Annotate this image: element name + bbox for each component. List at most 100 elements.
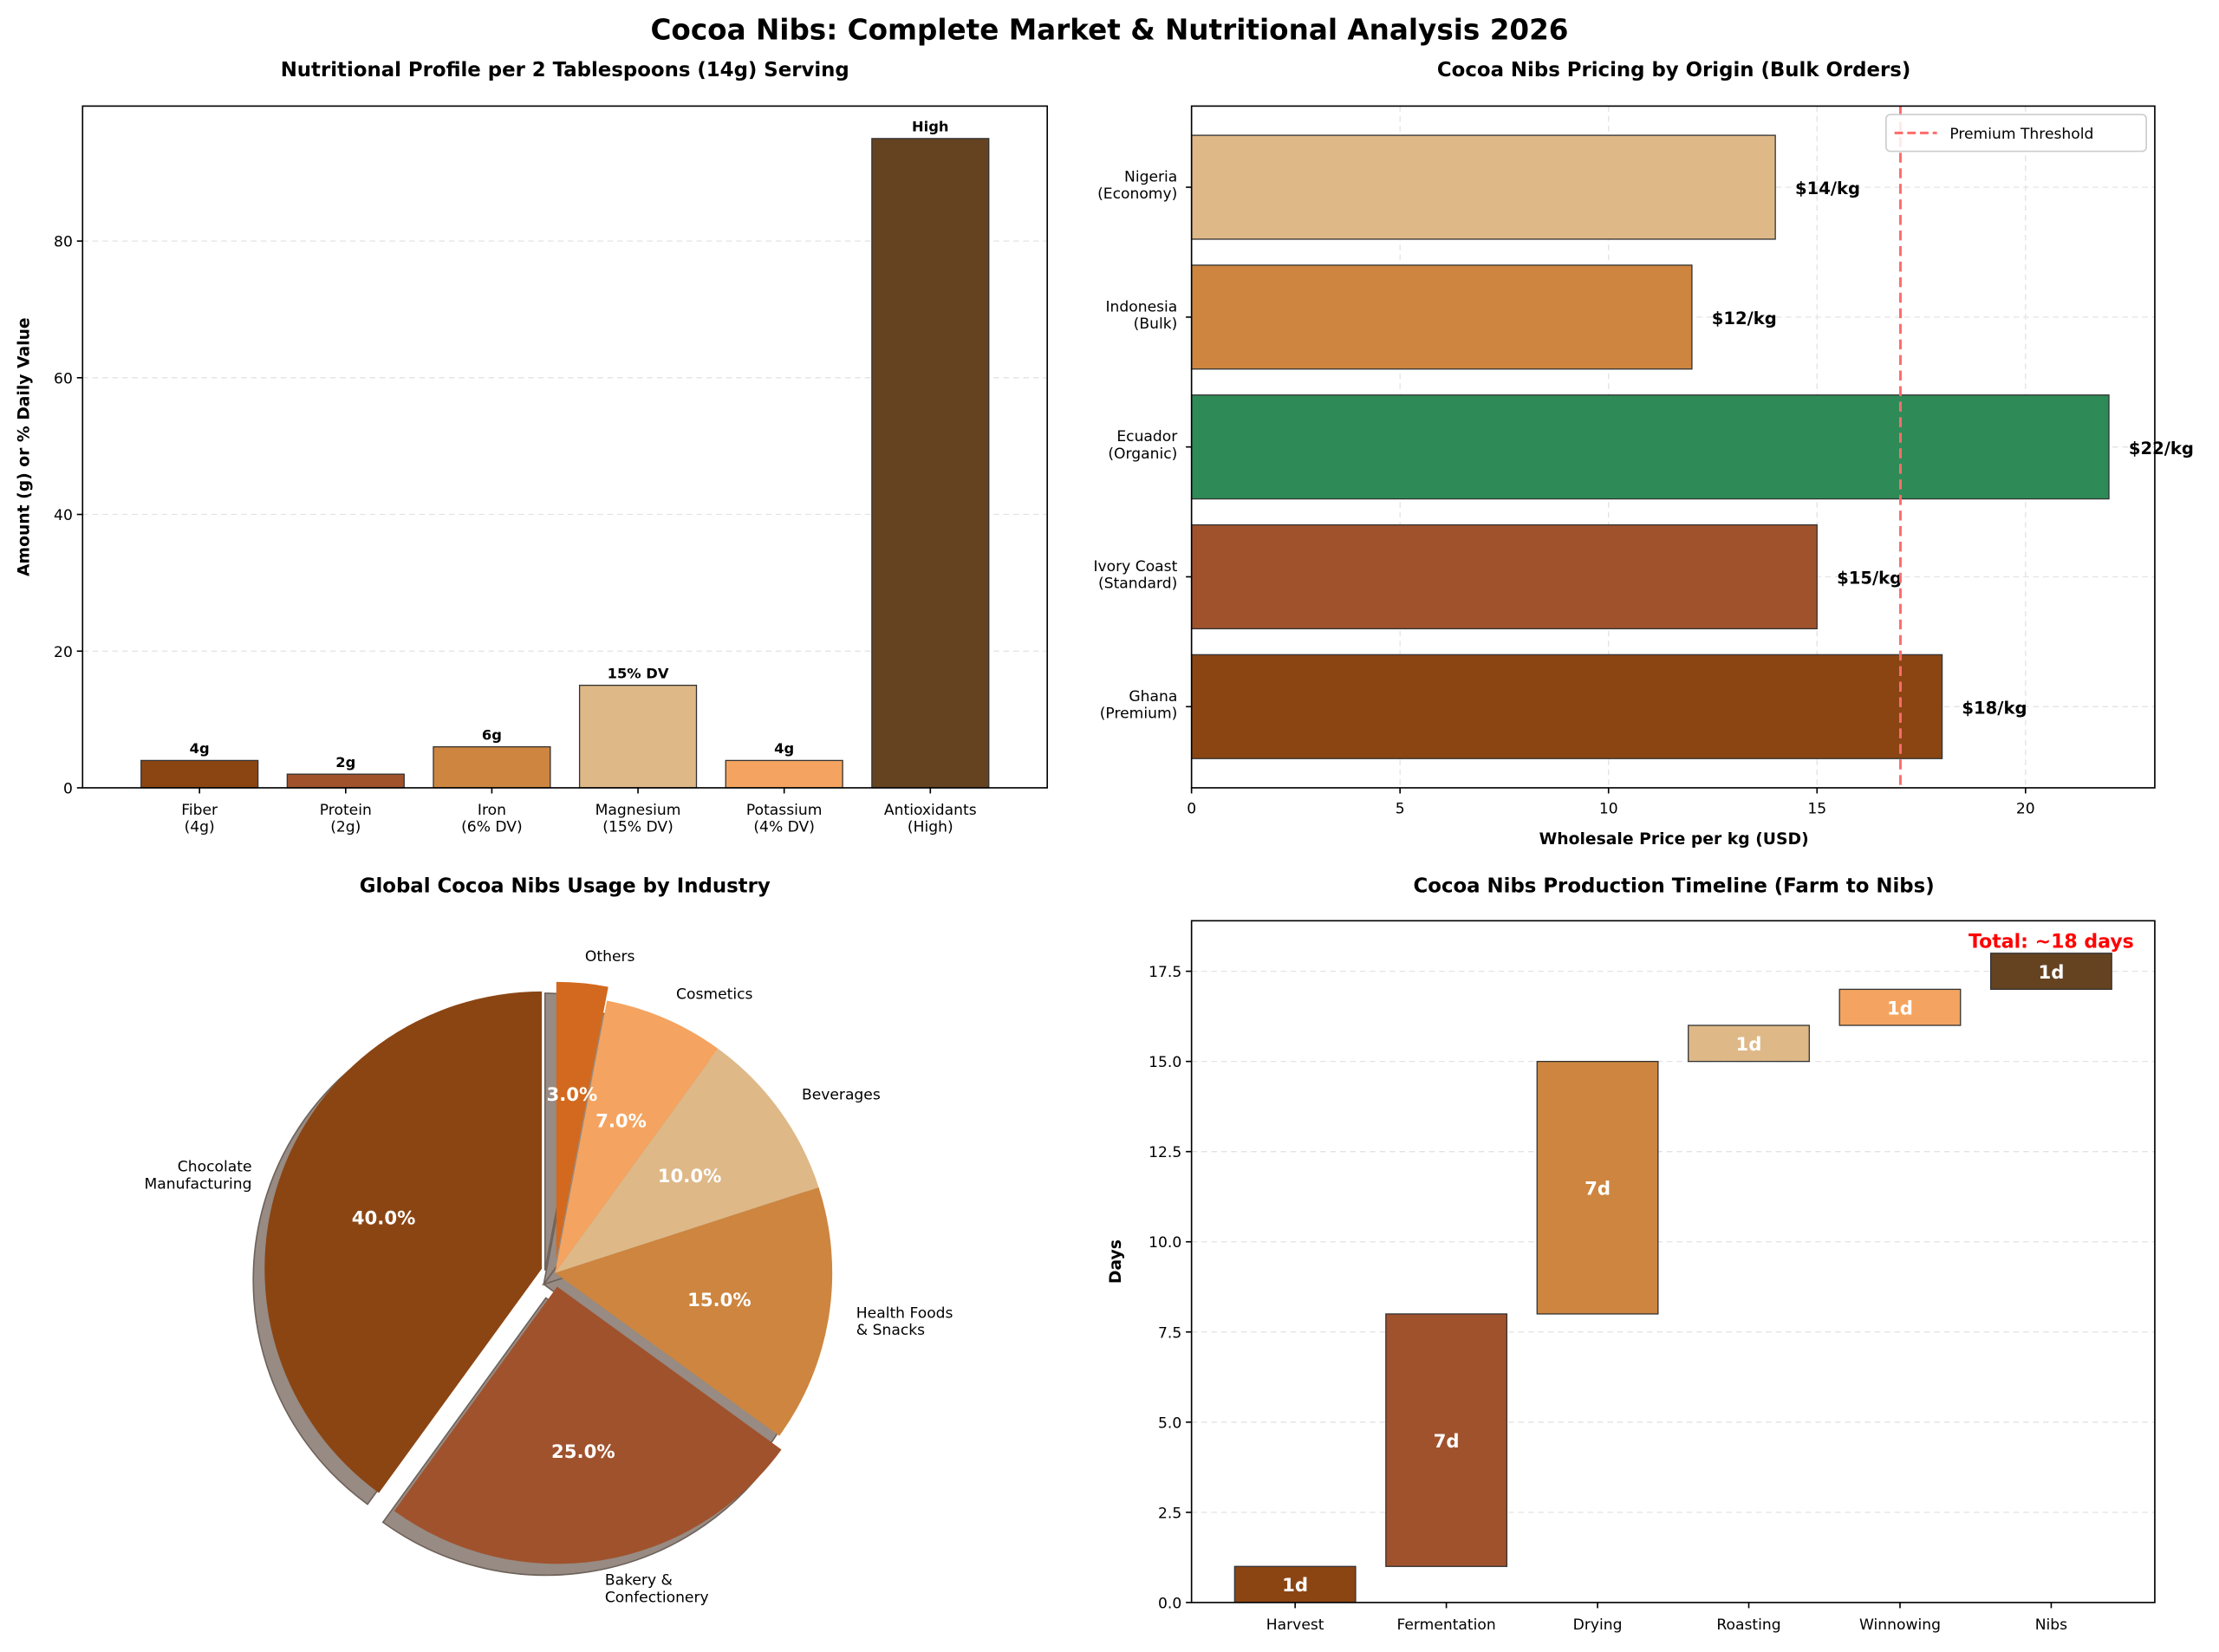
timeline-chart-title: Cocoa Nibs Production Timeline (Farm to … [1414, 875, 1935, 898]
pricing-x-axis-label: Wholesale Price per kg (USD) [1539, 830, 1809, 849]
timeline-bar [1989, 953, 2112, 991]
nutrition-chart-title: Nutritional Profile per 2 Tablespoons (1… [281, 59, 849, 81]
y-tick-label: 15.0 [1149, 1054, 1181, 1071]
pie-label: Chocolate Manufacturing [144, 1159, 251, 1193]
timeline-bar [1385, 1313, 1508, 1567]
pie-wedge [264, 991, 543, 1493]
x-tick-label: Roasting [1716, 1616, 1780, 1634]
total-days-annotation: Total: ~18 days [1968, 931, 2134, 953]
y-tick-label: Indonesia (Bulk) [1106, 298, 1178, 333]
timeline-bar-label: 1d [2038, 962, 2064, 984]
timeline-bar-label: 7d [1434, 1431, 1460, 1453]
pie-pct-label: 7.0% [595, 1111, 647, 1133]
x-tick-label: 20 [2016, 800, 2035, 817]
y-tick-label: Ecuador (Organic) [1108, 428, 1178, 463]
bar [1190, 654, 1943, 759]
nutrition-bar-chart: 0 20 40 60 80 4g Fiber (4g) 2g Protein (2g) 6g Iron(… [54, 105, 1049, 836]
x-tick-label: Nibs [2035, 1616, 2067, 1634]
y-tick-label: 0 [63, 780, 73, 797]
figure-title: Cocoa Nibs: Complete Market & Nutritiona… [650, 14, 1568, 47]
pie-wedge [555, 1048, 819, 1273]
bar-value-label: $18/kg [1962, 698, 2027, 718]
y-tick-label: 5.0 [1158, 1415, 1181, 1432]
bar-value-label: $14/kg [1795, 179, 1860, 198]
bar [286, 773, 405, 789]
pie-pct-label: 10.0% [658, 1166, 722, 1187]
bar [140, 759, 259, 789]
bar-value-label: $22/kg [2129, 439, 2194, 459]
bar-value-label: $15/kg [1837, 569, 1902, 589]
usage-chart-title: Global Cocoa Nibs Usage by Industry [360, 875, 771, 898]
x-tick-label: 10 [1599, 800, 1618, 817]
axes-frame [81, 105, 1049, 789]
pie-label: Beverages [802, 1086, 881, 1103]
pricing-chart-title: Cocoa Nibs Pricing by Origin (Bulk Order… [1437, 59, 1910, 81]
timeline-bar-label: 1d [1887, 998, 1913, 1019]
x-tick-label: Iron (6% DV) [461, 802, 523, 836]
pie-wedge [555, 1000, 719, 1273]
x-tick-label: 0 [1187, 800, 1196, 817]
bar [1190, 394, 2110, 500]
bar-value-label: $12/kg [1712, 309, 1777, 328]
timeline-bar-label: 1d [1282, 1575, 1308, 1597]
x-tick-label: Fermentation [1396, 1616, 1495, 1634]
timeline-bar-label: 7d [1585, 1178, 1611, 1200]
y-tick-label: 40 [54, 507, 73, 524]
bar [1190, 264, 1693, 370]
bar-value-label: 15% DV [608, 666, 669, 682]
x-tick-label: 15 [1807, 800, 1826, 817]
y-tick-label: 60 [54, 370, 73, 387]
bar-value-label: High [912, 119, 949, 135]
y-tick-label: Ghana (Premium) [1100, 688, 1178, 723]
bar [725, 759, 843, 789]
axes-frame [1190, 105, 2156, 789]
y-tick-label: 10.0 [1149, 1234, 1181, 1252]
nutrition-y-axis-label: Amount (g) or % Daily Value [15, 317, 33, 576]
pie-label: Bakery & Confectionery [605, 1572, 709, 1607]
pie-pct-label: 15.0% [687, 1290, 752, 1311]
pricing-bar-chart: 0 5 10 15 20 $18/kg Ghana (Premium) $15/kg Ivory … [1093, 105, 2194, 817]
bar [433, 745, 551, 789]
y-tick-label: 17.5 [1149, 964, 1181, 981]
pie-pct-label: 25.0% [551, 1441, 615, 1463]
x-tick-label: Potassium (4% DV) [746, 802, 823, 836]
y-tick-label: 80 [54, 234, 73, 251]
x-tick-label: Harvest [1266, 1616, 1324, 1634]
pie-label: Others [585, 948, 635, 966]
y-tick-label: 20 [54, 644, 73, 661]
bar-value-label: 4g [190, 740, 210, 757]
x-tick-label: Winnowing [1859, 1616, 1941, 1634]
x-tick-label: Magnesium (15% DV) [595, 802, 681, 836]
bar [1190, 524, 1818, 630]
bar [578, 685, 698, 789]
timeline-y-axis-label: Days [1107, 1239, 1125, 1284]
pie-pct-label: 3.0% [546, 1084, 597, 1106]
y-tick-label: 7.5 [1158, 1324, 1181, 1342]
timeline-bar-chart: 0.0 2.5 5.0 7.5 10.0 12.5 15.0 17.5 1d Harvest 7d F… [1149, 920, 2156, 1634]
y-tick-label: 0.0 [1158, 1595, 1181, 1612]
y-tick-label: Nigeria (Economy) [1097, 168, 1177, 203]
timeline-bar [1838, 988, 1962, 1026]
timeline-bar [1688, 1024, 1810, 1063]
x-tick-label: 5 [1396, 800, 1405, 817]
timeline-bar [1536, 1060, 1659, 1315]
y-tick-label: Ivory Coast (Standard) [1093, 558, 1177, 593]
bar-value-label: 2g [335, 754, 355, 771]
bar [871, 138, 990, 789]
bar-value-label: 4g [774, 740, 794, 757]
x-tick-label: Protein (2g) [320, 802, 372, 836]
x-tick-label: Antioxidants (High) [884, 802, 977, 836]
pie-label: Health Foods & Snacks [856, 1304, 953, 1339]
pie-wedge [556, 981, 608, 1259]
bar [1190, 134, 1776, 240]
x-tick-label: Drying [1573, 1616, 1623, 1634]
pie-pct-label: 40.0% [352, 1208, 416, 1230]
bar-value-label: 6g [482, 726, 502, 743]
axes-frame [1190, 920, 2156, 1603]
y-tick-label: 2.5 [1158, 1505, 1181, 1522]
y-tick-label: 12.5 [1149, 1144, 1181, 1161]
timeline-bar-label: 1d [1736, 1034, 1762, 1056]
pie-label: Cosmetics [676, 985, 752, 1003]
x-tick-label: Fiber (4g) [181, 802, 218, 836]
